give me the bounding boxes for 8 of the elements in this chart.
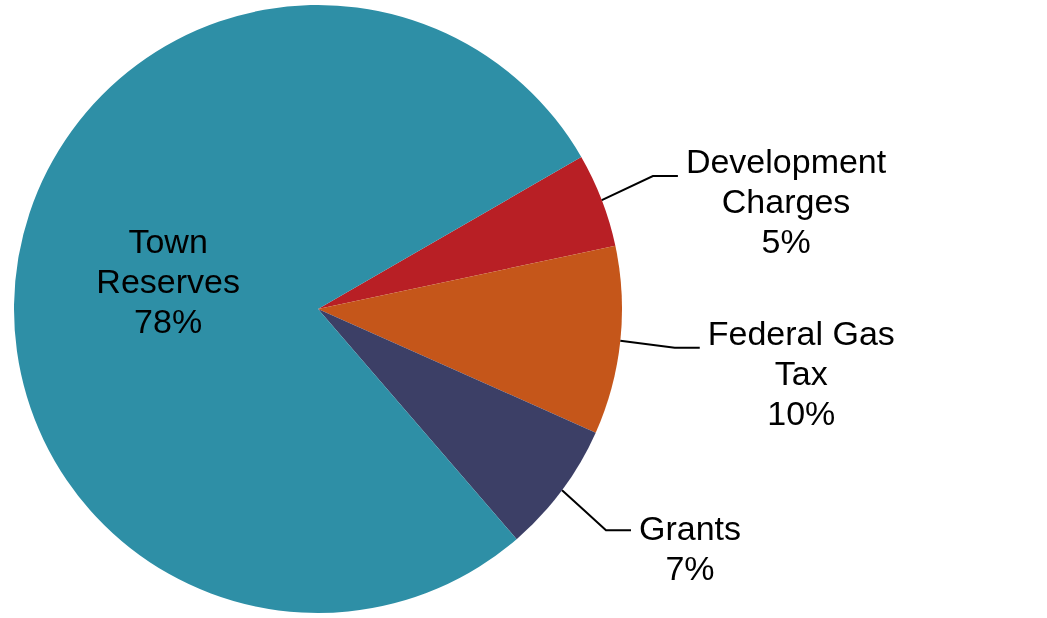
slice-label: Federal Gas Tax xyxy=(707,314,895,393)
slice-label: Grants xyxy=(638,508,742,547)
data-label: 10% xyxy=(767,394,836,433)
data-label: 7% xyxy=(665,548,715,587)
data-label: 5% xyxy=(761,222,811,261)
data-label: 78% xyxy=(134,302,203,341)
slice-label: Town Reserves xyxy=(96,222,240,301)
slice-label: Development Charges xyxy=(685,142,887,221)
